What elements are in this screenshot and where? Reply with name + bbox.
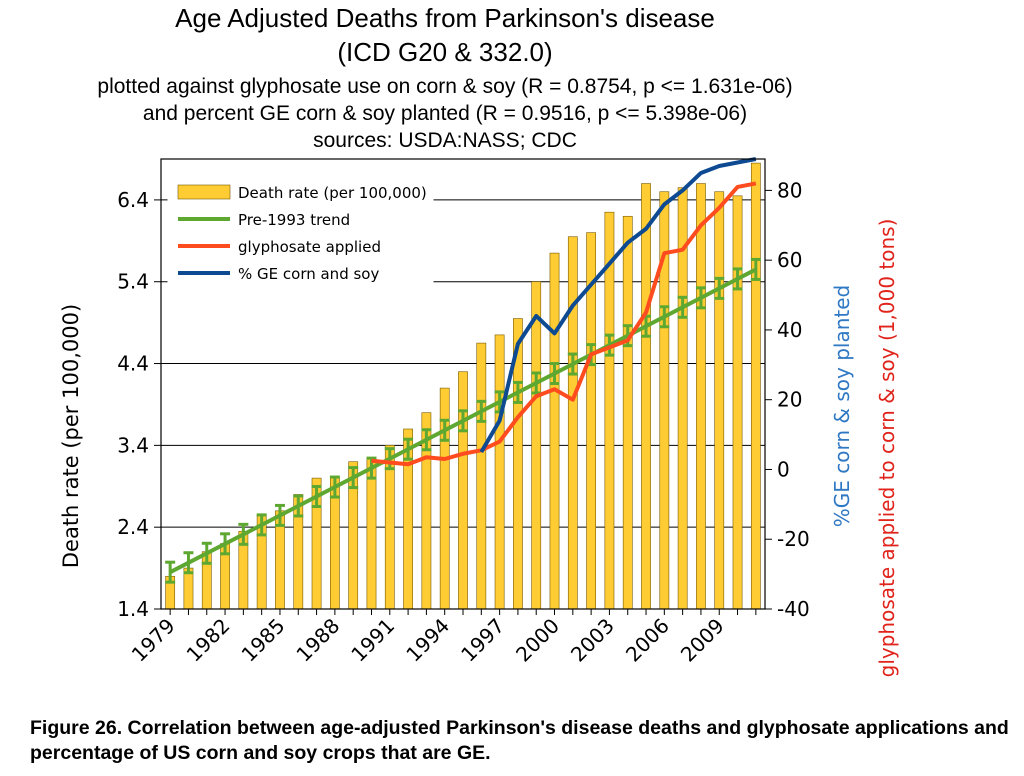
x-tick-label: 2009: [676, 614, 729, 667]
bar-2004: [622, 215, 633, 610]
bar-2000: [549, 252, 560, 610]
bar-2009: [714, 191, 725, 610]
trend-errorbar-1992: [403, 437, 414, 461]
trend-errorbar-1991: [384, 447, 395, 471]
legend-label-ge: % GE corn and soy: [238, 265, 379, 283]
bar-1990: [366, 457, 377, 610]
legend: Death rate (per 100,000) Pre-1993 trend gl…: [167, 175, 434, 289]
trend-errorbar-1980: [183, 551, 194, 575]
y-left-tick-label: 1.4: [117, 597, 149, 621]
legend-label-death_rate: Death rate (per 100,000): [238, 184, 427, 202]
x-tick-label: 1994: [401, 614, 454, 667]
trend-errorbar-1994: [439, 418, 450, 442]
bar-1999: [531, 281, 542, 610]
y-left-tick-label: 4.4: [117, 352, 149, 376]
x-tick-label: 1991: [346, 614, 399, 667]
legend-label-trend: Pre-1993 trend: [238, 211, 350, 229]
glyphosate-line: [371, 181, 757, 467]
bar-2003: [604, 211, 615, 610]
trend-errorbar-1981: [201, 541, 212, 565]
y-right-tick-label: -20: [777, 527, 810, 551]
chart-title-line-2: (ICD G20 & 332.0): [337, 37, 552, 67]
x-tick-label: 2003: [566, 614, 619, 667]
chart-title-line-1: Age Adjusted Deaths from Parkinson's dis…: [175, 3, 715, 33]
bar-1997: [494, 334, 505, 610]
trend-errorbar-2003: [604, 333, 615, 357]
y-right-tick-label: 40: [777, 318, 802, 342]
trend-errorbar-2008: [695, 286, 706, 310]
y-axis-right-label-glyphosate: glyphosate applied to corn & soy (1,000 …: [875, 219, 899, 678]
x-tick-label: 1985: [237, 614, 290, 667]
bar-1995: [458, 371, 468, 610]
trend-errorbar-1982: [220, 532, 231, 556]
figure-caption: Figure 26. Correlation between age-adjus…: [30, 717, 1009, 764]
trend-errorbar-1987: [311, 485, 322, 508]
y-right-tick-label: 60: [777, 248, 802, 272]
trend-errorbar-2001: [567, 352, 578, 376]
y-axis-right-label-ge: %GE corn & soy planted: [830, 285, 854, 527]
legend-swatch-bar: [177, 184, 231, 200]
trend-errorbar-2011: [750, 257, 761, 281]
trend-errorbar-1989: [348, 466, 359, 490]
trend-errorbar-1983: [238, 522, 249, 546]
y-right-tick-label: 20: [777, 388, 802, 412]
trend-errorbar-1995: [458, 409, 468, 433]
y-left-tick-label: 6.4: [117, 188, 149, 212]
bar-2010: [732, 195, 743, 610]
trend-errorbar-2000: [549, 362, 560, 386]
legend-label-glyphosate: glyphosate applied: [238, 238, 381, 256]
bar-2005: [641, 183, 651, 610]
trend-errorbar-2006: [659, 305, 670, 329]
x-tick-label: 2006: [621, 614, 674, 667]
trend-errorbar-1998: [512, 380, 523, 404]
trend-errorbar-2009: [714, 276, 725, 300]
ge-percent-line: [479, 157, 757, 454]
x-tick-label: 1997: [456, 614, 509, 667]
bar-1996: [476, 342, 487, 610]
bar-1980: [183, 567, 194, 610]
trend-errorbar-2007: [677, 295, 688, 319]
trend-errorbar-2010: [732, 267, 743, 291]
bar-2011: [750, 162, 761, 610]
y-right-tick-label: 80: [777, 178, 802, 202]
chart: Age Adjusted Deaths from Parkinson's dis…: [59, 3, 899, 678]
y-right-tick-label: -40: [777, 597, 810, 621]
chart-subtitle-line-2: and percent GE corn & soy planted (R = 0…: [143, 102, 747, 125]
y-left-tick-label: 2.4: [117, 515, 149, 539]
chart-subtitle-line-1: plotted against glyphosate use on corn &…: [97, 75, 792, 98]
y-axis-left-label: Death rate (per 100,000): [59, 304, 83, 568]
trend-errorbar-1985: [274, 503, 285, 527]
y-left-tick-label: 3.4: [117, 433, 149, 457]
trend-errorbar-1993: [421, 428, 432, 452]
trend-errorbar-1984: [256, 513, 267, 537]
bar-2001: [567, 236, 578, 610]
x-tick-label: 1988: [291, 614, 344, 667]
trend-errorbar-1979: [165, 560, 176, 584]
bar-2008: [696, 183, 706, 610]
chart-subtitle-line-3: sources: USDA:NASS; CDC: [313, 129, 577, 152]
x-tick-label: 1979: [127, 614, 180, 667]
y-left-tick-label: 5.4: [117, 270, 149, 294]
trend-errorbar-1988: [329, 475, 340, 499]
x-tick-label: 2000: [511, 614, 564, 667]
x-tick-label: 1982: [182, 614, 235, 667]
y-right-tick-label: 0: [777, 457, 790, 481]
trend-errorbar-1986: [293, 494, 304, 518]
trend-errorbar-1996: [476, 399, 487, 423]
